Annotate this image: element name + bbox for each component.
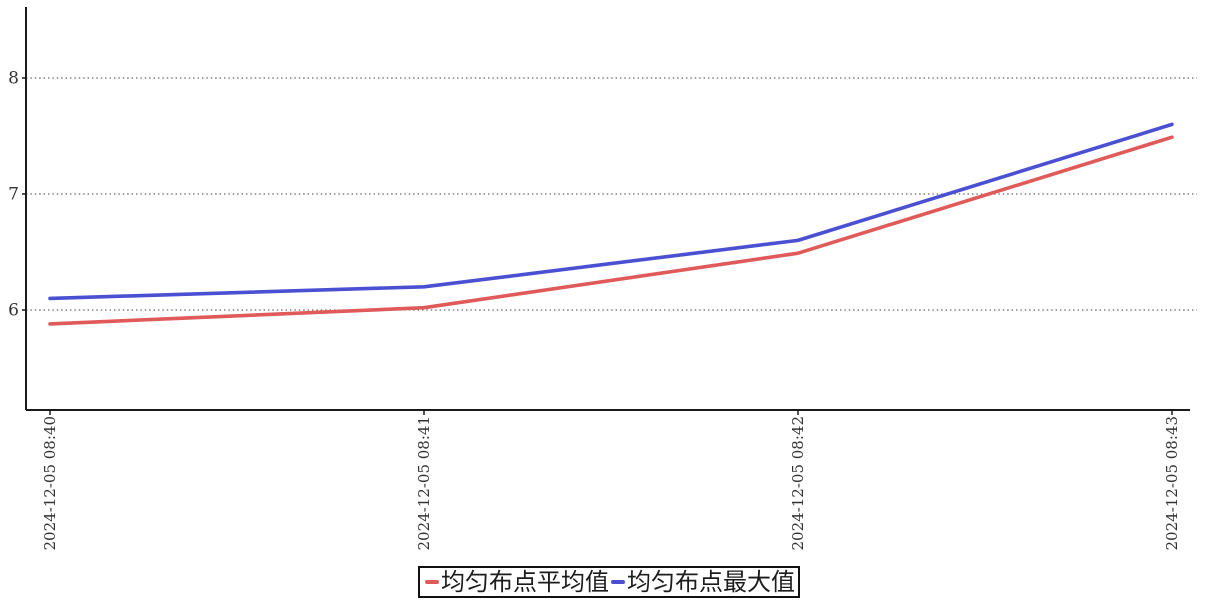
legend-label-average: 均匀布点平均值: [441, 568, 609, 596]
x-tick-label: 2024-12-05 08:42: [789, 416, 807, 550]
legend-swatch-average-icon: [425, 580, 439, 584]
y-tick-label: 6: [8, 301, 19, 321]
series-line-average: [48, 135, 1174, 326]
x-tick-label: 2024-12-05 08:41: [415, 416, 433, 550]
legend-item-max: 均匀布点最大值: [609, 570, 795, 594]
y-tick-label: 8: [8, 69, 19, 89]
series-line-max: [48, 122, 1174, 301]
legend-swatch-max-icon: [611, 580, 625, 584]
legend-item-average: 均匀布点平均值: [423, 570, 609, 594]
legend-label-max: 均匀布点最大值: [627, 568, 795, 596]
legend: 均匀布点平均值 均匀布点最大值: [418, 566, 800, 598]
x-tick-label: 2024-12-05 08:43: [1163, 416, 1181, 550]
x-tick-label: 2024-12-05 08:40: [41, 416, 59, 550]
y-tick-label: 7: [8, 185, 19, 205]
